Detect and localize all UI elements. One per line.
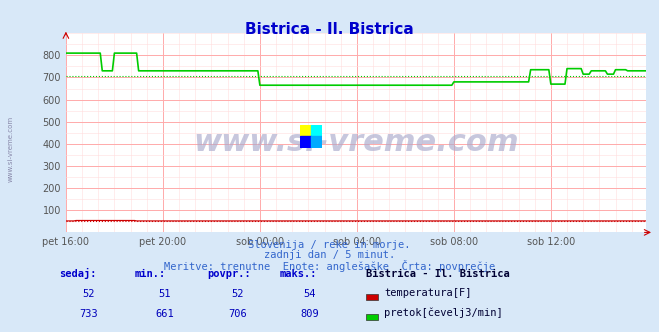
Text: povpr.:: povpr.: xyxy=(208,269,251,279)
Text: www.si-vreme.com: www.si-vreme.com xyxy=(193,128,519,157)
Text: 661: 661 xyxy=(156,309,174,319)
Text: Bistrica - Il. Bistrica: Bistrica - Il. Bistrica xyxy=(366,269,509,279)
Text: zadnji dan / 5 minut.: zadnji dan / 5 minut. xyxy=(264,250,395,260)
Text: pretok[čevelj3/min]: pretok[čevelj3/min] xyxy=(384,308,503,318)
Bar xyxy=(311,136,322,148)
Text: www.si-vreme.com: www.si-vreme.com xyxy=(8,116,14,183)
Text: temperatura[F]: temperatura[F] xyxy=(384,289,472,298)
Text: 809: 809 xyxy=(301,309,319,319)
Text: maks.:: maks.: xyxy=(280,269,318,279)
Text: Slovenija / reke in morje.: Slovenija / reke in morje. xyxy=(248,240,411,250)
Text: 51: 51 xyxy=(159,289,171,299)
Text: Meritve: trenutne  Enote: anglešaške  Črta: povprečje: Meritve: trenutne Enote: anglešaške Črta… xyxy=(164,260,495,272)
Text: Bistrica - Il. Bistrica: Bistrica - Il. Bistrica xyxy=(245,22,414,37)
Text: 52: 52 xyxy=(83,289,95,299)
Text: 733: 733 xyxy=(80,309,98,319)
Bar xyxy=(311,124,322,136)
Bar xyxy=(300,136,311,148)
Text: min.:: min.: xyxy=(135,269,166,279)
Bar xyxy=(300,124,311,136)
Text: 706: 706 xyxy=(228,309,246,319)
Text: 52: 52 xyxy=(231,289,243,299)
Text: sedaj:: sedaj: xyxy=(59,268,97,279)
Text: 54: 54 xyxy=(304,289,316,299)
